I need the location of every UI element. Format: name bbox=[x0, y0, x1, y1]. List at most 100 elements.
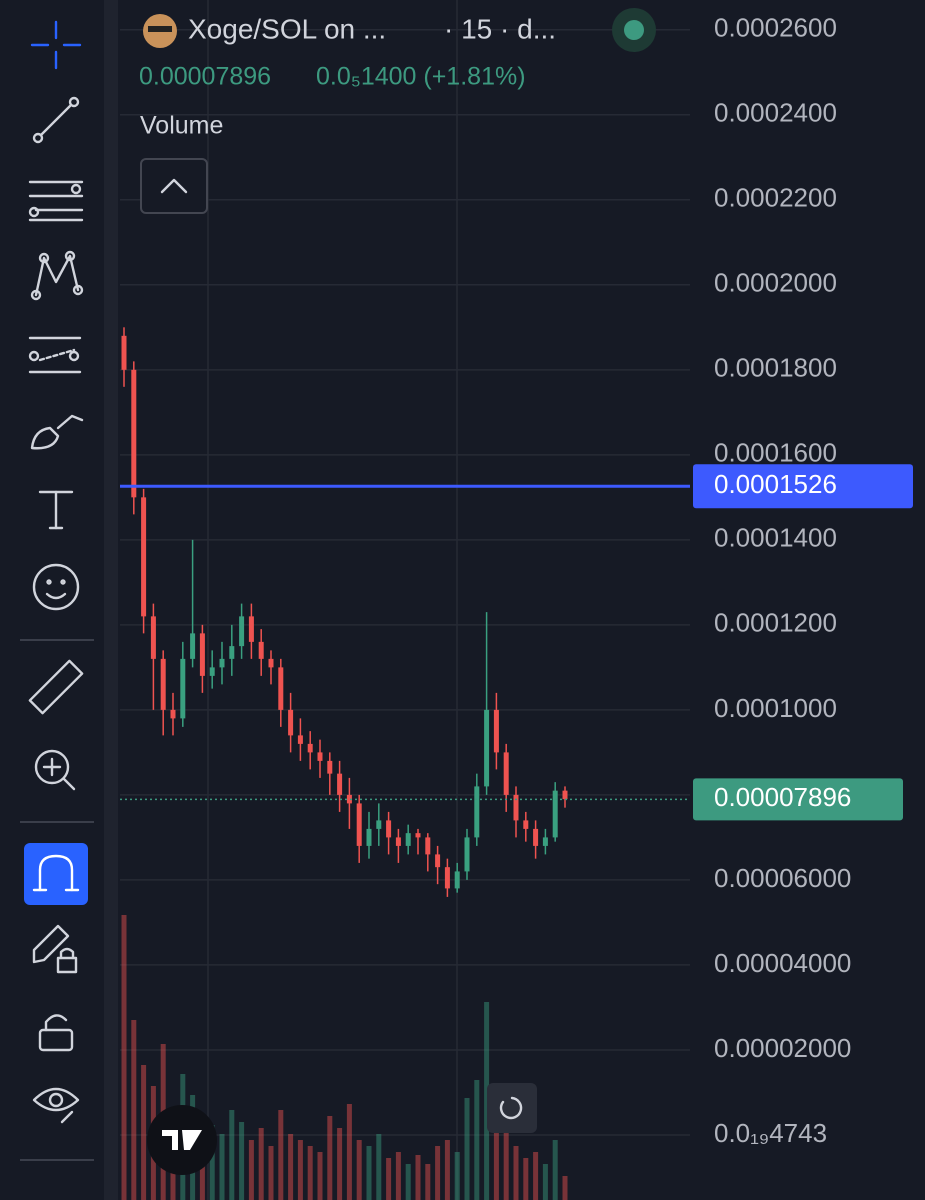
hide-tool[interactable] bbox=[32, 1087, 80, 1124]
candle-body bbox=[268, 658, 274, 668]
candle-body bbox=[219, 658, 225, 668]
volume-bar bbox=[474, 1080, 480, 1200]
candle-body bbox=[209, 667, 215, 676]
candle-body bbox=[376, 820, 382, 829]
candle-body bbox=[121, 335, 127, 370]
volume-bar bbox=[405, 1164, 411, 1200]
candle-body bbox=[258, 641, 264, 659]
collapse-button[interactable] bbox=[140, 158, 208, 214]
volume-bar bbox=[346, 1104, 352, 1200]
candle-body bbox=[356, 803, 362, 846]
reset-button[interactable] bbox=[487, 1083, 537, 1133]
candle-body bbox=[131, 369, 137, 498]
magnet-tool[interactable] bbox=[32, 854, 80, 892]
y-tick-label: 0.0001600 bbox=[714, 438, 837, 468]
candle-body bbox=[533, 828, 539, 846]
y-tick-label: 0.0002000 bbox=[714, 268, 837, 298]
symbol[interactable]: Xoge/SOL on ... bbox=[188, 13, 386, 44]
candle-body bbox=[327, 760, 333, 774]
lock-drawings[interactable] bbox=[32, 924, 78, 974]
volume-bar bbox=[268, 1146, 274, 1200]
volume-bar bbox=[542, 1164, 548, 1200]
volume-bar bbox=[209, 1125, 215, 1200]
candle-body bbox=[386, 820, 392, 838]
header-price: 0.00007896 bbox=[139, 63, 271, 91]
volume-bar bbox=[435, 1146, 441, 1200]
candle-body bbox=[229, 646, 235, 659]
volume-bar bbox=[141, 1065, 147, 1200]
collapse-icon bbox=[160, 178, 188, 194]
candle-body bbox=[366, 828, 372, 846]
candle-body bbox=[288, 709, 294, 736]
logo bbox=[162, 1130, 202, 1150]
candle-body bbox=[170, 709, 176, 719]
indicator-name[interactable]: Volume bbox=[140, 112, 223, 140]
volume-bar bbox=[356, 1140, 362, 1200]
volume-bar bbox=[562, 1176, 568, 1200]
y-tick-label: 0.0₁₉4743 bbox=[714, 1118, 827, 1148]
fib-tool[interactable] bbox=[28, 180, 84, 222]
candle-body bbox=[454, 871, 460, 889]
interval[interactable]: · 15 · d... bbox=[444, 13, 556, 44]
volume-bar bbox=[503, 1128, 509, 1200]
candle-body bbox=[444, 867, 450, 889]
y-tick-label: 0.00006000 bbox=[714, 863, 851, 893]
candle-body bbox=[435, 854, 441, 868]
candle-body bbox=[513, 794, 519, 821]
candle-body bbox=[278, 667, 284, 710]
brush-tool[interactable] bbox=[30, 414, 84, 450]
candle-body bbox=[542, 837, 548, 846]
volume-bar bbox=[533, 1152, 539, 1200]
volume-bar bbox=[464, 1098, 470, 1200]
volume-bar bbox=[229, 1110, 235, 1200]
volume-bar bbox=[297, 1140, 303, 1200]
reset-icon bbox=[499, 1096, 523, 1120]
volume-bar bbox=[278, 1110, 284, 1200]
y-tick-label: 0.00002000 bbox=[714, 1033, 851, 1063]
trendline-tool[interactable] bbox=[32, 96, 80, 144]
candle-body bbox=[180, 658, 186, 719]
candle-body bbox=[395, 837, 401, 846]
candle-body bbox=[248, 616, 254, 642]
forecast-tool[interactable] bbox=[28, 336, 82, 374]
volume-bar bbox=[552, 1140, 558, 1200]
toolbar bbox=[0, 0, 118, 1200]
ruler-tool[interactable] bbox=[28, 659, 84, 715]
candle-body bbox=[552, 790, 558, 838]
text-tool[interactable] bbox=[38, 490, 74, 530]
candle-body bbox=[150, 616, 156, 659]
volume-bar bbox=[248, 1140, 254, 1200]
emoji-tool[interactable] bbox=[32, 563, 80, 611]
volume-bar bbox=[258, 1128, 264, 1200]
volume-bar bbox=[444, 1140, 450, 1200]
scroll-edge bbox=[104, 0, 118, 1200]
pattern-tool[interactable] bbox=[30, 250, 84, 301]
crosshair-tool[interactable] bbox=[30, 20, 82, 70]
volume-bar bbox=[288, 1134, 294, 1200]
candle-body bbox=[523, 820, 529, 829]
volume-bar bbox=[493, 1110, 499, 1200]
candle-body bbox=[160, 658, 166, 710]
candle-body bbox=[493, 709, 499, 753]
last-price-badge bbox=[693, 778, 903, 821]
volume-bar bbox=[425, 1164, 431, 1200]
candle-body bbox=[199, 633, 205, 676]
candle-body bbox=[317, 752, 323, 761]
candle-body bbox=[239, 616, 245, 647]
candle-body bbox=[562, 790, 568, 800]
volume-bar bbox=[415, 1155, 421, 1200]
candle-body bbox=[415, 833, 421, 838]
y-tick-label: 0.0001800 bbox=[714, 353, 837, 383]
y-tick-label: 0.0001200 bbox=[714, 608, 837, 638]
avatar-glasses bbox=[148, 26, 172, 32]
volume-bar bbox=[239, 1122, 245, 1200]
volume-bar bbox=[317, 1152, 323, 1200]
zoom-tool[interactable] bbox=[34, 749, 76, 791]
volume-bar bbox=[454, 1152, 460, 1200]
logo-bg[interactable] bbox=[147, 1105, 217, 1175]
lock-tool[interactable] bbox=[38, 1014, 74, 1052]
y-tick-label: 0.00004000 bbox=[714, 948, 851, 978]
magnet-tool-bg[interactable] bbox=[24, 843, 88, 905]
